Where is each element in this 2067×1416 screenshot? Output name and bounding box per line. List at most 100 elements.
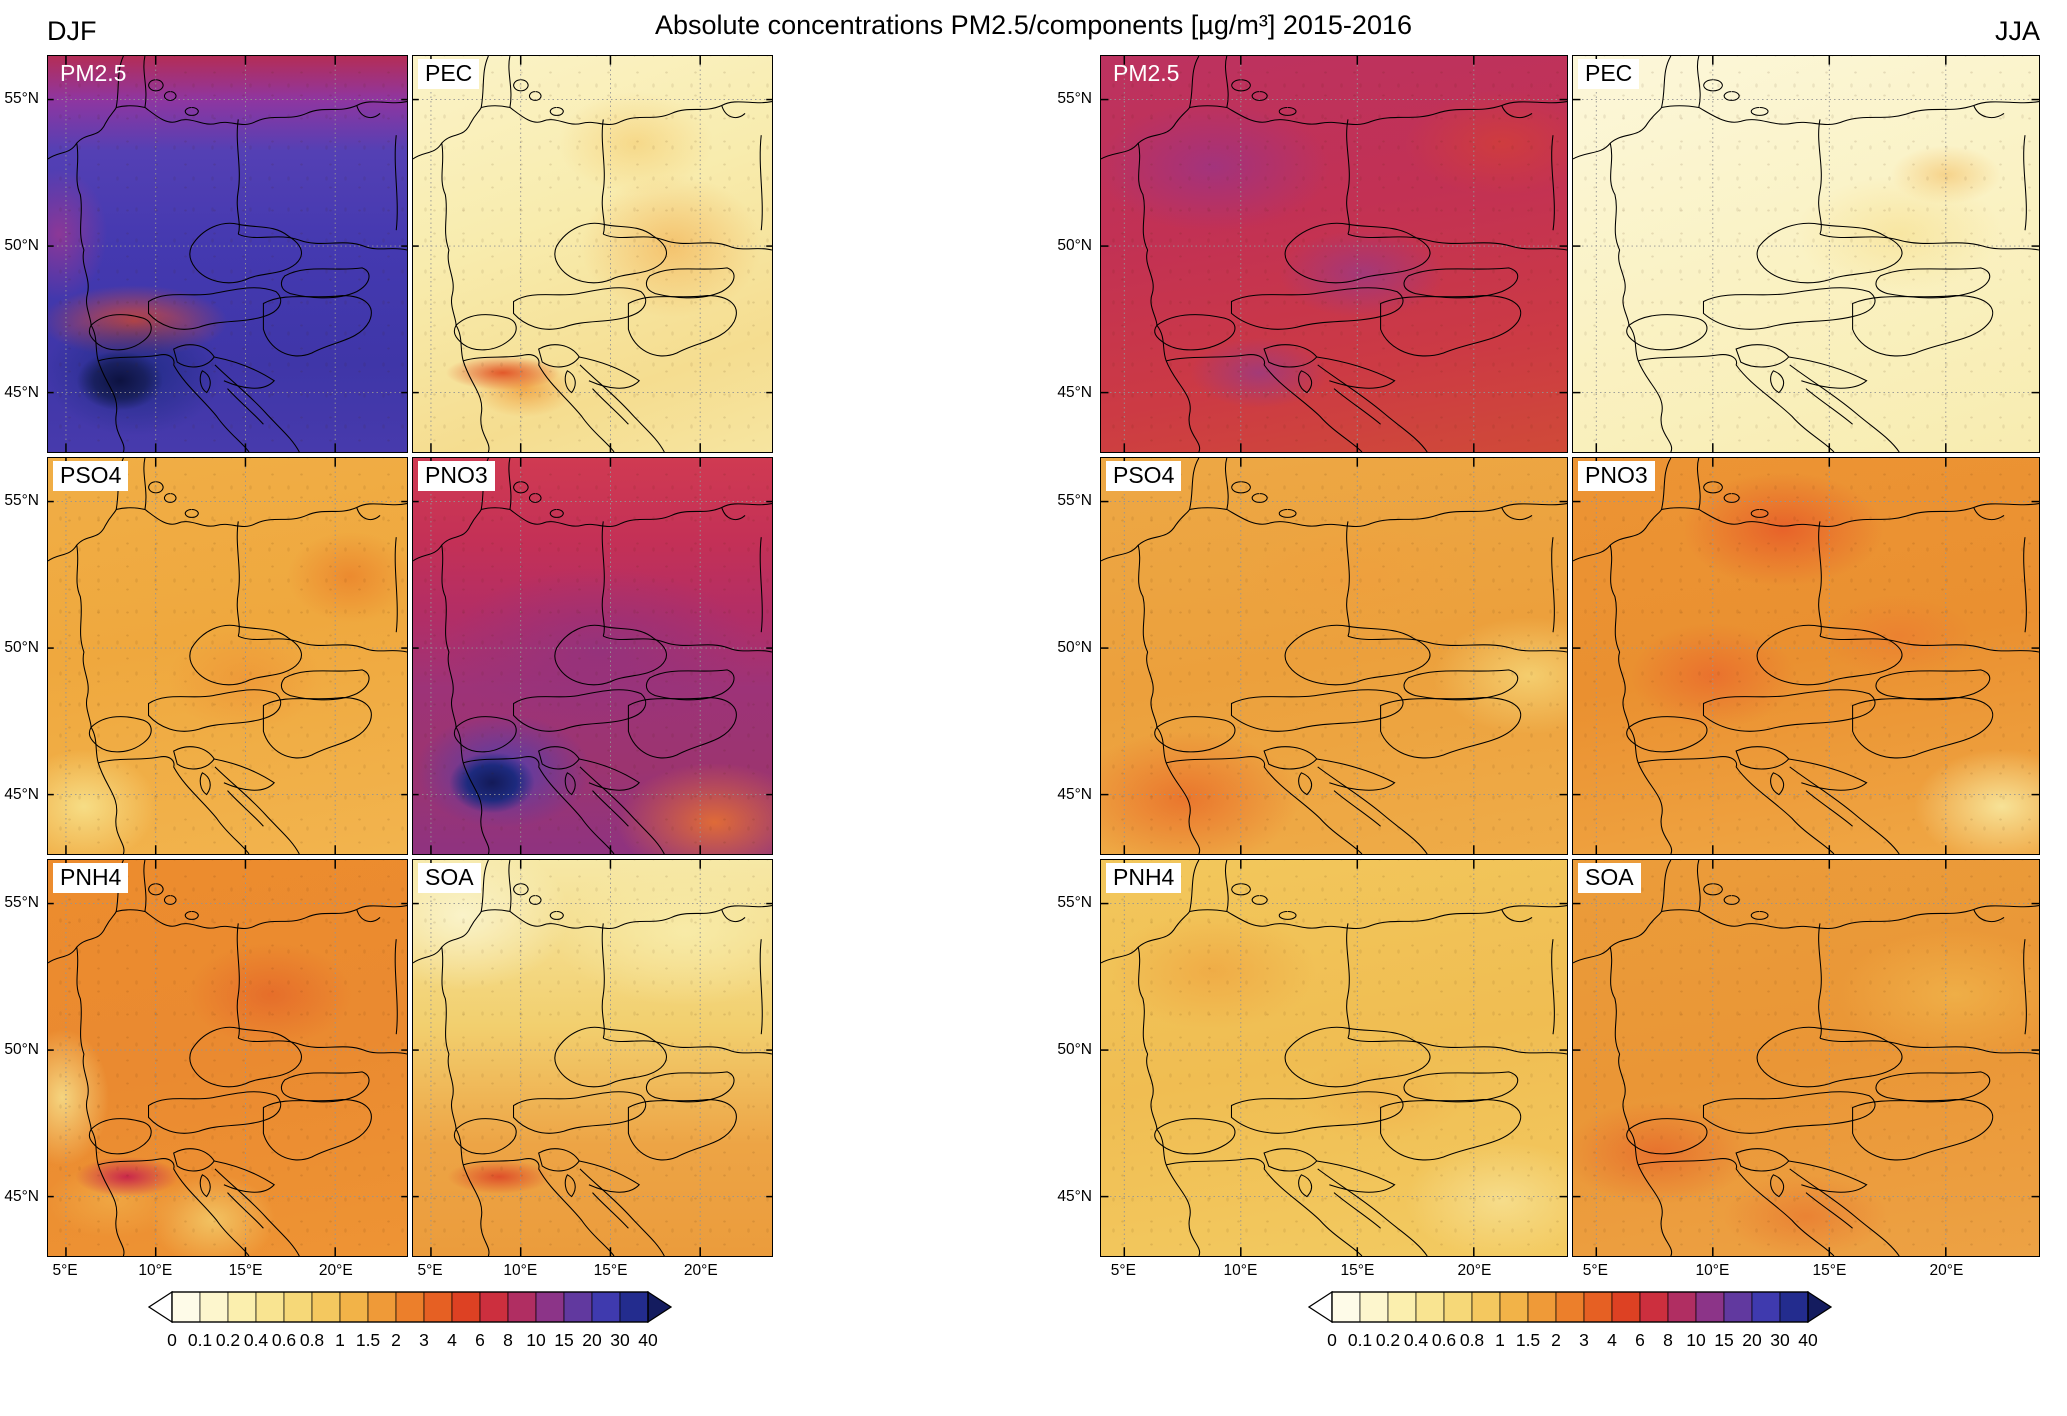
lat-tick-label: 50°N [1057, 237, 1092, 255]
country-borders [1101, 860, 1567, 1256]
colorbar-tick-label: 0.6 [271, 1330, 297, 1350]
country-borders [413, 860, 772, 1256]
country-borders [413, 458, 772, 854]
panel-label: PEC [1578, 59, 1640, 89]
colorbar-tick-label: 3 [419, 1330, 429, 1350]
lat-tick-label: 50°N [4, 639, 39, 657]
colorbar-tick-label: 30 [610, 1330, 630, 1350]
map-field: PM2.5 [47, 55, 408, 453]
panel-label: PSO4 [1106, 461, 1182, 491]
colorbar-tick-label: 2 [1551, 1330, 1561, 1350]
colorbar-tick-label: 8 [503, 1330, 513, 1350]
map-field: PNH4 [1100, 859, 1568, 1257]
colorbar-tick-label: 15 [1714, 1330, 1734, 1350]
country-borders [1573, 860, 2039, 1256]
lon-tick-label: 20°E [1929, 1262, 1964, 1279]
map-panel-djf-pso4: PSO4 55°N 50°N 45°N [4, 457, 408, 855]
lon-tick-label: 20°E [318, 1262, 353, 1279]
map-field: PNO3 [1572, 457, 2040, 855]
colorbar-tick-label: 0.1 [1347, 1330, 1373, 1350]
lon-tick-label: 20°E [1457, 1262, 1492, 1279]
map-panel-jja-pnh4: PNH4 55°N 50°N 45°N 5°E 10°E 15°E 20°E [1057, 859, 1568, 1279]
colorbar-tick-label: 6 [1635, 1330, 1645, 1350]
map-panel-djf-pec: PEC [412, 55, 773, 453]
colorbar-tick-label: 0.1 [187, 1330, 213, 1350]
map-field: PEC [1572, 55, 2040, 453]
map-field: PSO4 [1100, 457, 1568, 855]
country-borders [48, 458, 407, 854]
colorbar-labels-jja: 0 0.1 0.2 0.4 0.6 0.8 1 1.5 2 3 4 6 8 10 15 20 30 40 [1308, 1330, 1832, 1354]
lon-tick-label: 5°E [1110, 1262, 1136, 1279]
map-panel-jja-soa: SOA 5°E 10°E 15°E 20°E [1572, 859, 2040, 1279]
map-field: SOA [1572, 859, 2040, 1257]
lon-tick-label: 10°E [138, 1262, 173, 1279]
lon-tick-label: 5°E [52, 1262, 78, 1279]
colorbar-tick-label: 0.2 [215, 1330, 241, 1350]
colorbar-tick-label: 0.8 [1459, 1330, 1485, 1350]
colorbar-tick-label: 0.4 [243, 1330, 269, 1350]
lat-tick-label: 45°N [4, 786, 39, 804]
panel-label: PNH4 [53, 863, 129, 893]
panel-label: PSO4 [53, 461, 129, 491]
country-borders [1573, 56, 2039, 452]
lat-tick-label: 50°N [4, 1041, 39, 1059]
map-panel-djf-pno3: PNO3 [412, 457, 773, 855]
lat-tick-label: 55°N [4, 89, 39, 107]
country-borders [1101, 56, 1567, 452]
map-panel-jja-pno3: PNO3 [1572, 457, 2040, 855]
panel-label: PNH4 [1106, 863, 1182, 893]
lon-tick-label: 15°E [228, 1262, 263, 1279]
panel-label: PM2.5 [60, 60, 127, 86]
lon-tick-label: 10°E [1695, 1262, 1730, 1279]
lon-tick-label: 10°E [503, 1262, 538, 1279]
colorbar-tick-label: 15 [554, 1330, 574, 1350]
colorbar-tick-label: 1 [1495, 1330, 1505, 1350]
colorbar-tick-label: 0.2 [1375, 1330, 1401, 1350]
colorbar-tick-label: 2 [391, 1330, 401, 1350]
map-panel-djf-pnh4: PNH4 55°N 50°N 45°N 5°E 10°E 15°E 20°E [4, 859, 408, 1279]
panel-label: PNO3 [418, 461, 495, 491]
lat-tick-label: 45°N [1057, 786, 1092, 804]
colorbar-tick-label: 1 [335, 1330, 345, 1350]
lat-tick-label: 45°N [4, 1188, 39, 1206]
lon-tick-label: 10°E [1223, 1262, 1258, 1279]
colorbar-tick-label: 4 [1607, 1330, 1617, 1350]
season-label-jja: JJA [1994, 16, 2040, 46]
colorbar-tick-label: 4 [447, 1330, 457, 1350]
country-borders [1573, 458, 2039, 854]
colorbar-tick-label: 20 [582, 1330, 602, 1350]
panel-label: PM2.5 [1113, 60, 1180, 86]
lat-tick-label: 55°N [1057, 893, 1092, 911]
lon-tick-label: 15°E [1812, 1262, 1847, 1279]
lat-tick-label: 45°N [4, 384, 39, 402]
figure-title: Absolute concentrations PM2.5/components… [655, 10, 1412, 40]
colorbar-tick-label: 20 [1742, 1330, 1762, 1350]
lat-tick-label: 50°N [4, 237, 39, 255]
country-borders [1101, 458, 1567, 854]
lat-tick-label: 45°N [1057, 384, 1092, 402]
panel-group-djf: PM2.5 55°N 50°N 45°N PEC PSO4 55°N 50°N 45°N PNO3… [4, 55, 773, 1354]
colorbar-tick-label: 40 [1798, 1330, 1818, 1350]
colorbar-tick-label: 1.5 [1515, 1330, 1541, 1350]
colorbar-tick-label: 8 [1663, 1330, 1673, 1350]
map-panel-jja-pso4: PSO4 55°N 50°N 45°N [1057, 457, 1568, 855]
panel-label: SOA [1578, 863, 1641, 893]
colorbar-gradient-jja [1307, 1290, 1833, 1328]
map-field: SOA [412, 859, 773, 1257]
map-panel-jja-pec: PEC [1572, 55, 2040, 453]
colorbar-tick-label: 10 [1686, 1330, 1706, 1350]
lat-tick-label: 55°N [1057, 491, 1092, 509]
panel-label: PNO3 [1578, 461, 1655, 491]
map-field: PEC [412, 55, 773, 453]
map-field: PNO3 [412, 457, 773, 855]
colorbar-tick-label: 0 [167, 1330, 177, 1350]
colorbar-tick-label: 3 [1579, 1330, 1589, 1350]
map-panel-jja-pm25: PM2.5 55°N 50°N 45°N [1057, 55, 1568, 453]
lon-tick-label: 15°E [1340, 1262, 1375, 1279]
panel-label: PEC [418, 59, 480, 89]
lat-tick-label: 50°N [1057, 1041, 1092, 1059]
map-field: PSO4 [47, 457, 408, 855]
colorbar-tick-label: 0.4 [1403, 1330, 1429, 1350]
country-borders [48, 56, 407, 452]
